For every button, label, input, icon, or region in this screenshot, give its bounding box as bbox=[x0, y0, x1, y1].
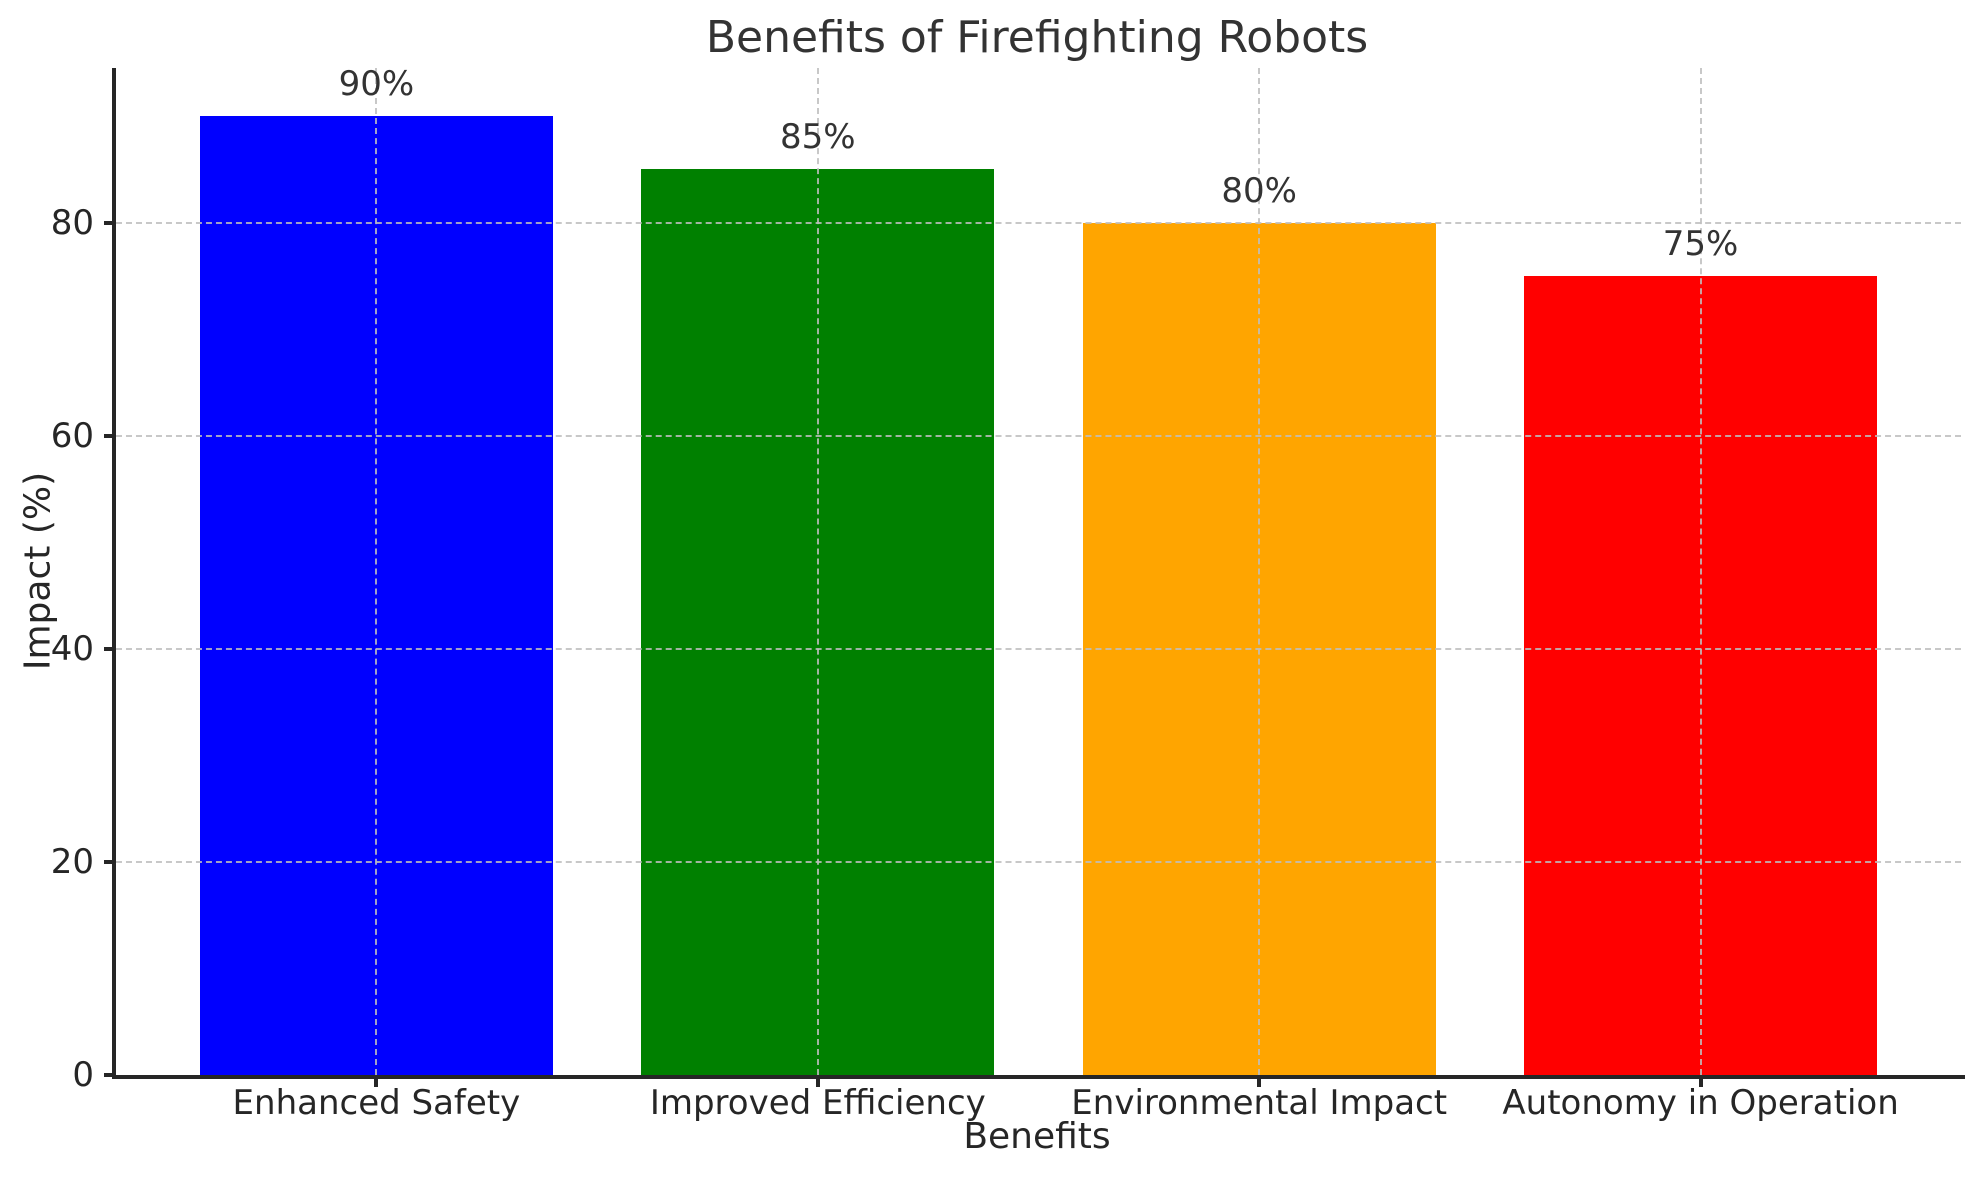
x-tick-label-autonomy-in-operation: Autonomy in Operation bbox=[1502, 1083, 1899, 1123]
y-tick-label-80: 80 bbox=[50, 202, 94, 243]
y-tick-mark-80 bbox=[104, 220, 116, 225]
v-gridline-environmental-impact bbox=[1258, 68, 1261, 1075]
y-tick-label-40: 40 bbox=[50, 628, 94, 669]
y-tick-mark-0 bbox=[104, 1073, 116, 1077]
h-gridline-20 bbox=[116, 860, 1961, 863]
x-tick-mark-autonomy-in-operation bbox=[1698, 1075, 1703, 1087]
bottom-spine bbox=[112, 1075, 1965, 1079]
left-spine bbox=[112, 68, 116, 1079]
y-tick-mark-60 bbox=[104, 433, 116, 438]
h-gridline-60 bbox=[116, 434, 1961, 437]
x-tick-mark-environmental-impact bbox=[1257, 1075, 1262, 1087]
v-gridline-enhanced-safety bbox=[375, 68, 378, 1075]
v-gridline-improved-efficiency bbox=[816, 68, 819, 1075]
x-tick-mark-enhanced-safety bbox=[374, 1075, 379, 1087]
x-axis-label: Benefits bbox=[963, 1116, 1111, 1157]
x-tick-label-environmental-impact: Environmental Impact bbox=[1071, 1083, 1448, 1123]
bar-value-label-enhanced-safety: 90% bbox=[338, 63, 415, 104]
y-tick-mark-20 bbox=[104, 859, 116, 864]
bar-value-label-autonomy-in-operation: 75% bbox=[1662, 223, 1739, 264]
y-tick-label-0: 0 bbox=[72, 1055, 94, 1095]
y-tick-label-60: 60 bbox=[50, 415, 94, 456]
y-tick-mark-40 bbox=[104, 646, 116, 651]
chart-title: Benefits of Firefighting Robots bbox=[705, 12, 1369, 63]
h-gridline-80 bbox=[116, 221, 1961, 224]
h-gridline-40 bbox=[116, 647, 1961, 650]
x-tick-label-enhanced-safety: Enhanced Safety bbox=[232, 1083, 521, 1123]
x-tick-label-improved-efficiency: Improved Efficiency bbox=[649, 1083, 986, 1123]
x-tick-mark-improved-efficiency bbox=[815, 1075, 820, 1087]
v-gridline-autonomy-in-operation bbox=[1699, 68, 1702, 1075]
bar-value-label-improved-efficiency: 85% bbox=[780, 117, 856, 158]
y-tick-label-20: 20 bbox=[50, 841, 94, 882]
bar-value-label-environmental-impact: 80% bbox=[1221, 170, 1297, 211]
